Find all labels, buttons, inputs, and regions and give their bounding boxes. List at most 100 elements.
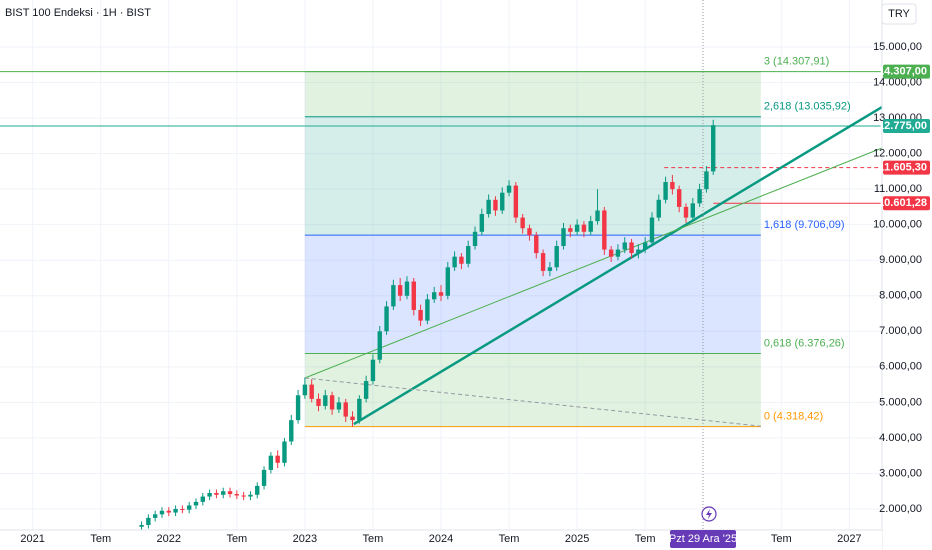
candle-body <box>622 242 627 250</box>
candle-body <box>146 517 151 525</box>
crosshair-date: Pzt 29 Ara '25 <box>669 533 737 545</box>
candle-body <box>241 495 246 497</box>
y-tick-label: 3.000,00 <box>879 467 922 479</box>
candle-body <box>486 199 491 215</box>
fib-band <box>304 71 761 117</box>
y-tick-label: 11.000,00 <box>874 183 922 195</box>
y-tick-label: 2.000,00 <box>879 503 922 515</box>
candle-body <box>377 331 382 360</box>
candle-body <box>636 249 641 254</box>
fib-label: 3 (14.307,91) <box>764 55 829 67</box>
price-badge <box>883 119 930 134</box>
candle-body <box>234 494 240 496</box>
candle-body <box>561 228 566 247</box>
candle-body <box>663 182 668 200</box>
candle-body <box>425 299 430 321</box>
candle-body <box>642 242 648 250</box>
candle-body <box>268 455 274 470</box>
y-tick-label: 14.000,00 <box>873 76 922 88</box>
candle-body <box>431 292 437 300</box>
x-tick-label: Tem <box>226 533 247 545</box>
candle-body <box>363 381 369 399</box>
candle-body <box>139 524 144 527</box>
x-tick-label: 2021 <box>20 533 44 545</box>
candle-body <box>466 246 471 264</box>
currency-label[interactable]: TRY <box>888 8 910 20</box>
candle-body <box>595 210 600 222</box>
candle-body <box>193 501 199 506</box>
candle-body <box>500 192 505 211</box>
y-tick-label: 6.000,00 <box>879 361 922 373</box>
candle-body <box>391 285 396 307</box>
candle-body <box>670 182 675 190</box>
candle-body <box>445 267 451 296</box>
candle-body <box>186 505 192 510</box>
candle-body <box>295 395 301 421</box>
candle-body <box>506 185 512 193</box>
x-tick-label: 2022 <box>157 533 181 545</box>
y-tick-label: 12.000,00 <box>873 148 922 160</box>
trend-line <box>304 147 883 379</box>
candle-body <box>221 491 226 495</box>
candle-body <box>255 485 260 495</box>
candle-body <box>316 398 321 406</box>
candle-body <box>323 395 328 406</box>
candle-body <box>683 206 689 218</box>
price-badge-label: 12.775,00 <box>878 120 927 132</box>
candle-body <box>227 491 233 495</box>
candle-body <box>248 494 253 497</box>
candle-body <box>656 199 661 218</box>
candle-body <box>676 189 682 207</box>
candle-body <box>547 267 553 271</box>
candle-body <box>629 242 634 254</box>
price-badge-label: 14.307,00 <box>878 66 927 78</box>
candle-body <box>152 514 158 518</box>
candle-body <box>282 441 287 463</box>
candle-body <box>452 256 457 268</box>
y-tick-label: 9.000,00 <box>879 254 922 266</box>
y-tick-label: 10.000,00 <box>873 219 922 231</box>
candle-body <box>649 217 655 243</box>
y-tick-label: 8.000,00 <box>879 290 922 302</box>
event-bolt <box>706 509 712 519</box>
candle-body <box>173 508 178 513</box>
fib-label: 1,618 (9.706,09) <box>764 219 845 231</box>
candle-body <box>343 402 348 417</box>
candle-body <box>261 469 267 486</box>
candle-body <box>404 281 410 296</box>
y-tick-label: 5.000,00 <box>879 396 922 408</box>
y-tick-label: 7.000,00 <box>879 325 922 337</box>
candle-body <box>438 292 444 296</box>
candle-body <box>350 416 355 421</box>
trend-line <box>353 105 883 426</box>
candle-body <box>357 398 362 421</box>
crosshair-badge <box>670 530 736 548</box>
price-axis <box>882 0 932 550</box>
candle-body <box>493 199 498 211</box>
candle-body <box>581 224 587 232</box>
candle-body <box>615 249 621 257</box>
x-tick-label: Tem <box>771 533 792 545</box>
candle-body <box>513 185 519 218</box>
candle-body <box>574 224 580 232</box>
fib-band <box>304 353 761 427</box>
candle-body <box>568 228 573 232</box>
candle-body <box>459 256 464 264</box>
currency-box[interactable] <box>881 3 917 25</box>
candle-body <box>608 249 614 257</box>
candle-body <box>588 221 593 232</box>
time-axis <box>0 530 882 550</box>
chart-title: BIST 100 Endeksi · 1H · BIST <box>5 7 151 19</box>
x-tick-label: 2024 <box>429 533 453 545</box>
candle-body <box>418 309 423 321</box>
candle-body <box>704 171 709 190</box>
candle-body <box>159 510 165 515</box>
x-tick-label: 2023 <box>293 533 317 545</box>
fib-label: 0,618 (6.376,26) <box>764 337 845 349</box>
price-badge <box>883 160 930 175</box>
y-tick-label: 15.000,00 <box>873 41 922 53</box>
x-tick-label: Tem <box>499 533 520 545</box>
x-tick-label: Tem <box>635 533 656 545</box>
y-tick-label: 4.000,00 <box>879 432 922 444</box>
